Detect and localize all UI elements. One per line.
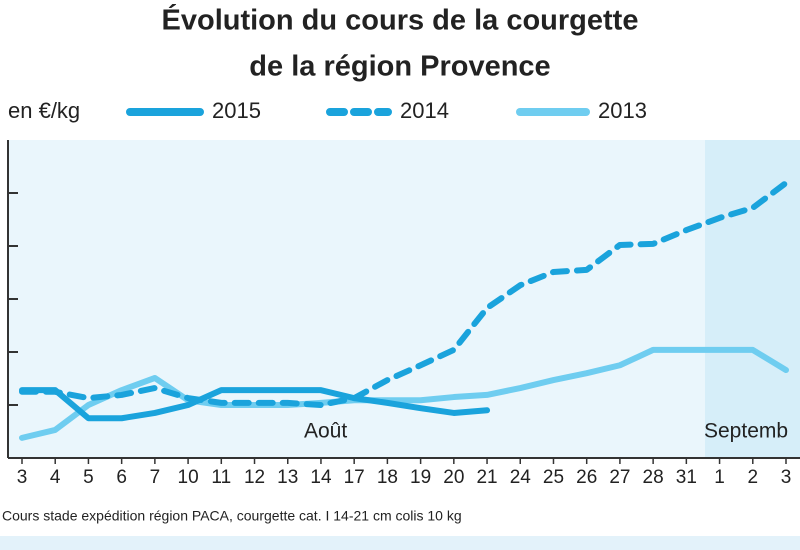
x-tick-label: 5 bbox=[83, 467, 94, 488]
month-label: Août bbox=[304, 420, 347, 443]
x-tick-label: 19 bbox=[410, 467, 431, 488]
source-note: Cours stade expédition région PACA, cour… bbox=[2, 508, 462, 524]
x-tick-label: 3 bbox=[781, 467, 792, 488]
x-tick-label: 7 bbox=[150, 467, 161, 488]
x-tick-label: 20 bbox=[443, 467, 464, 488]
plot-background bbox=[8, 140, 705, 458]
x-tick-label: 17 bbox=[344, 467, 365, 488]
legend-label: 2015 bbox=[212, 98, 261, 123]
x-tick-label: 14 bbox=[310, 467, 332, 488]
x-tick-label: 11 bbox=[211, 467, 231, 488]
x-tick-label: 1 bbox=[714, 467, 725, 488]
chart-title: de la région Provence bbox=[249, 51, 550, 83]
x-tick-label: 2 bbox=[747, 467, 758, 488]
footer-band bbox=[0, 536, 800, 550]
x-tick-label: 21 bbox=[476, 467, 497, 488]
x-tick-label: 3 bbox=[17, 467, 28, 488]
x-tick-label: 18 bbox=[377, 467, 398, 488]
series-line bbox=[19, 387, 491, 422]
x-tick-label: 13 bbox=[277, 467, 298, 488]
x-tick-label: 26 bbox=[576, 467, 597, 488]
x-tick-label: 4 bbox=[50, 467, 61, 488]
x-tick-label: 12 bbox=[244, 467, 265, 488]
month-label: Septemb bbox=[704, 420, 788, 443]
x-tick-label: 27 bbox=[609, 467, 630, 488]
chart-title: Évolution du cours de la courgette bbox=[162, 3, 639, 37]
x-tick-label: 10 bbox=[178, 467, 199, 488]
legend-label: 2013 bbox=[598, 98, 647, 123]
series-line bbox=[19, 346, 789, 441]
y-axis-label: en €/kg bbox=[8, 98, 80, 123]
x-tick-label: 6 bbox=[116, 467, 127, 488]
x-tick-label: 24 bbox=[510, 467, 532, 488]
september-background bbox=[705, 140, 800, 458]
x-tick-label: 31 bbox=[676, 467, 697, 488]
x-tick-label: 25 bbox=[543, 467, 564, 488]
series-line bbox=[19, 179, 789, 408]
x-tick-label: 28 bbox=[643, 467, 664, 488]
legend-label: 2014 bbox=[400, 98, 449, 123]
